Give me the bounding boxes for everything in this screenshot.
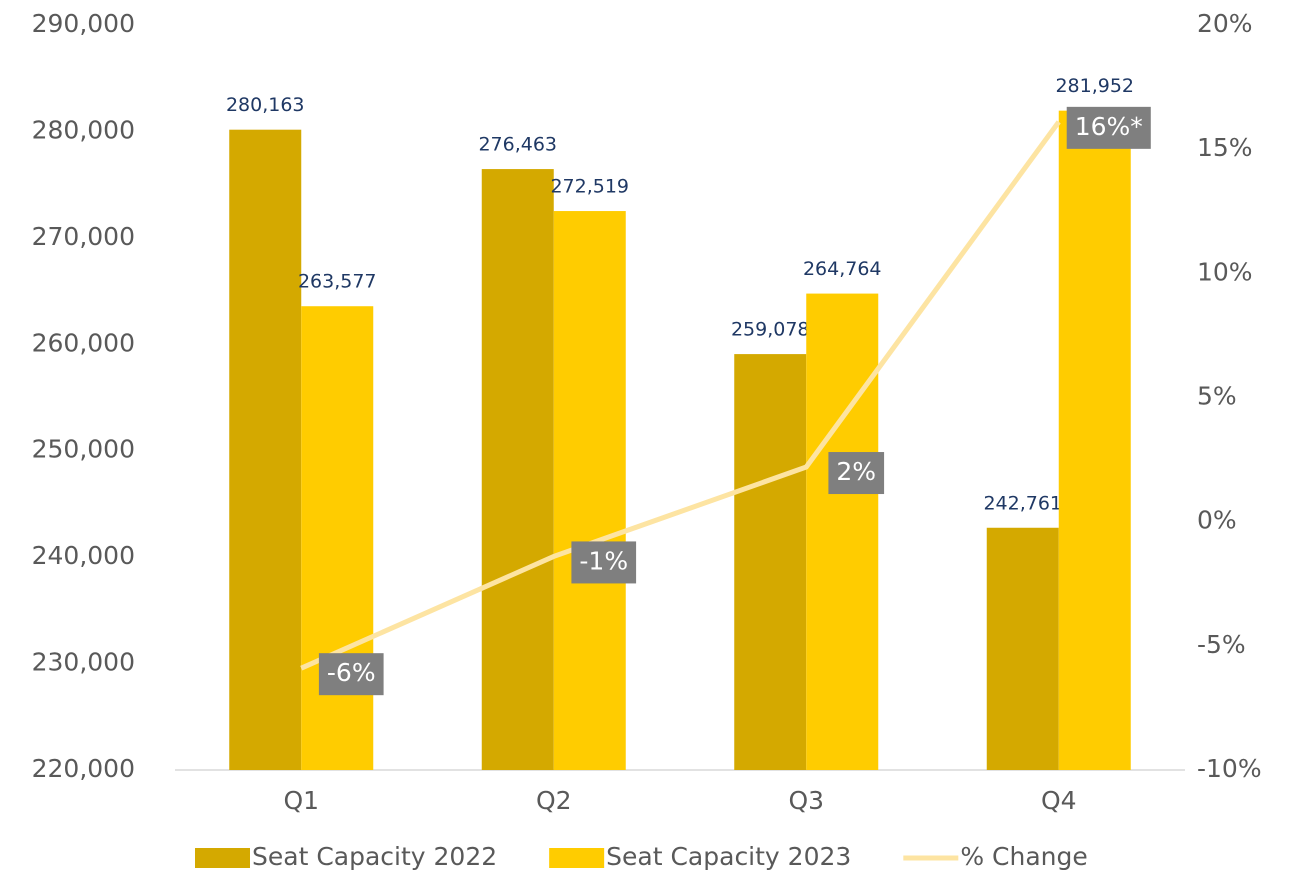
y-tick-label: 220,000	[32, 754, 135, 783]
value-label: 281,952	[1055, 75, 1134, 97]
y-tick-label: 240,000	[32, 541, 135, 570]
y2-tick-label: 20%	[1197, 9, 1253, 38]
percent-label: 2%	[836, 457, 876, 486]
y-tick-label: 290,000	[32, 9, 135, 38]
percent-label: -1%	[579, 546, 628, 575]
x-tick-label: Q1	[283, 786, 319, 815]
x-tick-label: Q3	[788, 786, 824, 815]
percent-label-box	[318, 653, 384, 696]
y-tick-label: 230,000	[32, 648, 135, 677]
bar	[806, 293, 879, 770]
legend-label: % Change	[960, 842, 1087, 871]
legend-swatch	[549, 848, 605, 868]
bar	[986, 527, 1059, 770]
y2-tick-label: 0%	[1197, 506, 1237, 535]
legend-swatch	[195, 848, 250, 868]
bar	[301, 306, 374, 770]
value-label: 280,163	[226, 94, 305, 116]
percent-label: 16%*	[1075, 112, 1143, 141]
percent-label-box	[571, 541, 637, 584]
bar	[553, 211, 626, 770]
y2-tick-label: 5%	[1197, 382, 1237, 411]
y2-tick-label: 15%	[1197, 133, 1253, 162]
bar	[229, 129, 302, 770]
value-label: 242,761	[983, 492, 1062, 514]
y-tick-label: 280,000	[32, 115, 135, 144]
percent-label: -6%	[327, 658, 376, 687]
y-tick-label: 260,000	[32, 328, 135, 357]
y-tick-label: 270,000	[32, 222, 135, 251]
value-label: 276,463	[478, 134, 557, 156]
x-tick-label: Q2	[536, 786, 572, 815]
bar	[734, 354, 807, 770]
value-label: 263,577	[298, 271, 377, 293]
percent-label-box	[828, 452, 885, 495]
value-label: 264,764	[803, 258, 882, 280]
x-tick-label: Q4	[1041, 786, 1077, 815]
y2-tick-label: 10%	[1197, 257, 1253, 286]
percent-label-box	[1066, 106, 1151, 149]
y-tick-label: 250,000	[32, 435, 135, 464]
legend-label: Seat Capacity 2022	[252, 842, 497, 871]
bar	[1058, 110, 1131, 771]
line	[300, 120, 1061, 671]
value-label: 259,078	[731, 319, 810, 341]
bar	[481, 169, 554, 770]
value-label: 272,519	[550, 176, 629, 198]
y2-tick-label: -10%	[1197, 754, 1262, 783]
y2-tick-label: -5%	[1197, 630, 1246, 659]
legend-label: Seat Capacity 2023	[606, 842, 851, 871]
